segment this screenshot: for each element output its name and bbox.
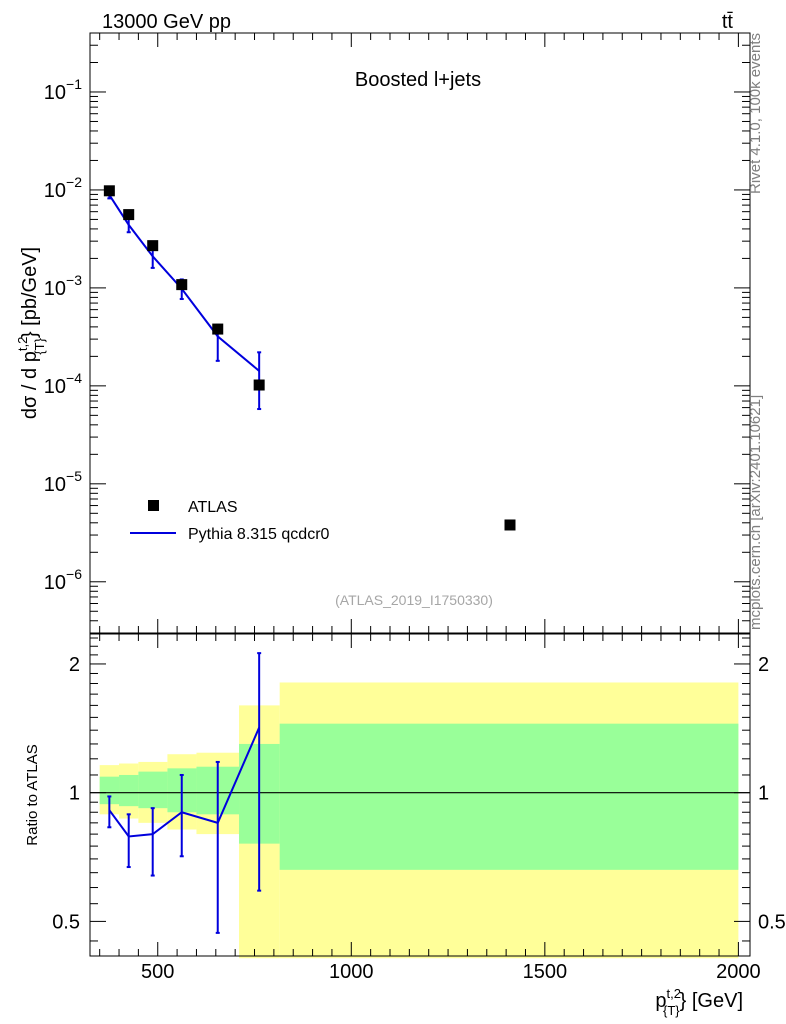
main-ytick-label: 10−2 — [44, 174, 82, 202]
ratio-xlabel-sup: t,2 — [667, 986, 681, 1001]
rivet-label: Rivet 4.1.0, 100k events — [747, 33, 764, 194]
ratio-xlabel-sub: {T} — [663, 1003, 680, 1018]
ratio-pythia-line — [108, 727, 261, 838]
ratio-ytick-label-right: 0.5 — [758, 911, 786, 933]
ratio-band-inner — [138, 771, 168, 809]
ratio-xlabel-unit: } [GeV] — [680, 990, 743, 1012]
main-ylabel: dσ / d pt,2 {T}} [pb/GeV] — [15, 247, 47, 419]
ratio-band-inner — [119, 774, 139, 807]
main-ytick-exp: −6 — [66, 566, 82, 582]
main-ytick-base: 10 — [44, 180, 66, 202]
main-ytick-exp: −3 — [66, 272, 82, 288]
energy-label: 13000 GeV pp — [102, 11, 231, 33]
main-ytick-base: 10 — [44, 376, 66, 398]
main-ytick-exp: −4 — [66, 370, 82, 386]
main-title: Boosted l+jets — [355, 69, 481, 91]
legend-atlas-marker — [148, 500, 159, 511]
ratio-ytick-label-right: 1 — [758, 783, 769, 805]
main-atlas-point — [103, 185, 115, 197]
main-ytick-label: 10−5 — [44, 468, 82, 496]
main-atlas-point — [212, 323, 224, 335]
legend-atlas-label: ATLAS — [188, 499, 238, 516]
main-atlas-point — [504, 519, 516, 531]
ratio-xtick-label: 1000 — [329, 961, 374, 983]
legend: ATLAS Pythia 8.315 qcdcr0 — [130, 499, 330, 543]
ratio-ytick-label-right: 2 — [758, 654, 769, 676]
ratio-band-inner — [279, 723, 739, 870]
main-ytick-base: 10 — [44, 474, 66, 496]
main-frame — [89, 32, 751, 634]
main-atlas-point — [176, 279, 188, 291]
main-ytick-base: 10 — [44, 278, 66, 300]
main-ytick-label: 10−1 — [44, 76, 82, 104]
main-panel: 10−610−510−410−310−210−1 Boosted l+jets … — [15, 32, 751, 634]
main-ytick-base: 10 — [44, 572, 66, 594]
ratio-xlabel: pt,2 {T}} [GeV] — [655, 986, 743, 1018]
ratio-xlabel-main: p — [655, 990, 666, 1012]
ratio-xtick-label: 1500 — [523, 961, 568, 983]
main-ytick-label: 10−6 — [44, 566, 82, 594]
ratio-ylabel: Ratio to ATLAS — [24, 744, 41, 845]
ratio-frame — [89, 633, 751, 957]
ratio-ytick-label-left: 1 — [69, 783, 80, 805]
ratio-ytick-label-left: 2 — [69, 654, 80, 676]
main-ytick-base: 10 — [44, 82, 66, 104]
main-ylabel-main: dσ / d p — [19, 351, 41, 419]
main-ylabel-sub: {T} — [32, 337, 47, 354]
analysis-watermark: (ATLAS_2019_I1750330) — [335, 592, 493, 608]
legend-pythia-label: Pythia 8.315 qcdcr0 — [188, 526, 330, 543]
ratio-ytick-label-left: 0.5 — [52, 911, 80, 933]
ratio-xtick-label: 500 — [141, 961, 174, 983]
main-atlas-point — [253, 379, 265, 391]
main-ytick-label: 10−3 — [44, 272, 82, 300]
mcplots-label: mcplots.cern.ch [arXiv:2401.10621] — [747, 395, 764, 630]
main-ytick-label: 10−4 — [44, 370, 82, 398]
process-label: tt̄ — [722, 11, 734, 33]
ratio-xtick-label: 2000 — [716, 961, 761, 983]
ratio-band-inner — [99, 776, 120, 805]
main-ytick-exp: −5 — [66, 468, 82, 484]
ratio-panel: 500 1000 1500 2000 0.5 0.5 1 1 2 2 Ratio to ATLAS… — [24, 633, 786, 1018]
main-atlas-point — [123, 209, 135, 221]
main-ytick-exp: −1 — [66, 76, 82, 92]
main-ytick-exp: −2 — [66, 174, 82, 190]
main-ylabel-sup: t,2 — [15, 337, 30, 351]
main-ylabel-unit: } [pb/GeV] — [19, 247, 41, 338]
main-atlas-point — [147, 240, 159, 252]
